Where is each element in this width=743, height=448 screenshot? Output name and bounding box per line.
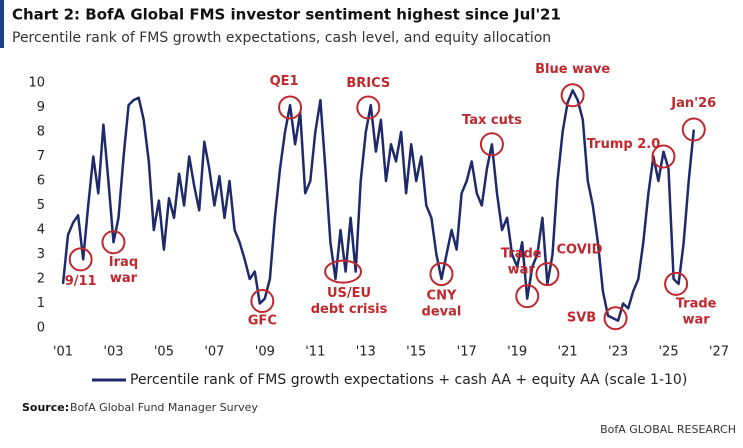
annotation-label: war: [508, 263, 536, 278]
annotation-circle: [101, 230, 126, 255]
x-tick-label: '27: [709, 345, 729, 360]
annotation-circle: [324, 259, 363, 284]
x-tick-label: '25: [658, 345, 678, 360]
annotation-label: Blue wave: [535, 62, 610, 77]
x-tick-label: '05: [154, 345, 174, 360]
annotation-circle: [479, 132, 504, 157]
annotation-label: Trade: [676, 296, 717, 311]
y-tick-label: 10: [28, 76, 45, 91]
y-tick-label: 2: [37, 272, 45, 287]
x-tick-label: '23: [608, 345, 628, 360]
annotation-label: war: [683, 312, 711, 327]
brand: BofA GLOBAL RESEARCH: [600, 423, 736, 436]
annotation-label: Tax cuts: [462, 113, 522, 128]
annotation-circle: [603, 306, 628, 331]
x-tick-label: '17: [457, 345, 477, 360]
y-tick-label: 7: [37, 149, 45, 164]
x-tick-label: '01: [53, 345, 73, 360]
annotation-label: debt crisis: [311, 302, 388, 317]
y-tick-label: 3: [37, 247, 45, 262]
annotation-circle: [535, 262, 560, 287]
x-tick-label: '11: [305, 345, 325, 360]
chart-subtitle: Percentile rank of FMS growth expectatio…: [12, 30, 551, 46]
x-tick-label: '03: [103, 345, 123, 360]
annotation-circle: [515, 284, 540, 309]
x-tick-label: '13: [356, 345, 376, 360]
annotation-circle: [68, 247, 93, 272]
annotation-label: GFC: [248, 314, 277, 329]
x-tick-label: '15: [406, 345, 426, 360]
annotation-label: war: [110, 271, 138, 286]
annotation-circle: [250, 289, 275, 314]
x-tick-label: '19: [507, 345, 527, 360]
y-tick-label: 8: [37, 125, 45, 140]
annotation-circle: [681, 117, 706, 142]
annotation-circle: [560, 83, 585, 108]
annotation-label: Trade: [501, 247, 542, 262]
annotation-circle: [278, 95, 303, 120]
annotation-circle: [356, 95, 381, 120]
source-label: Source:: [22, 401, 69, 414]
x-tick-label: '09: [255, 345, 275, 360]
annotation-circle: [664, 271, 689, 296]
annotation-label: US/EU: [327, 286, 371, 301]
x-tick-label: '21: [558, 345, 578, 360]
title-accent: [0, 0, 4, 48]
annotation-label: SVB: [567, 311, 596, 326]
y-tick-label: 4: [37, 223, 45, 238]
series-line: [61, 89, 696, 322]
chart-title: Chart 2: BofA Global FMS investor sentim…: [12, 6, 561, 24]
x-tick-label: '07: [204, 345, 224, 360]
annotation-label: QE1: [270, 74, 299, 89]
annotation-label: CNY: [427, 289, 457, 304]
y-tick-label: 6: [37, 174, 45, 189]
annotation-label: COVID: [556, 243, 602, 258]
annotation-label: deval: [422, 305, 462, 320]
legend-label: Percentile rank of FMS growth expectatio…: [130, 372, 687, 388]
annotation-label: Trump 2.0: [587, 137, 661, 152]
annotation-label: BRICS: [346, 76, 390, 91]
annotation-circle: [429, 262, 454, 287]
y-tick-label: 5: [37, 198, 45, 213]
annotation-circle: [651, 144, 676, 169]
y-tick-label: 9: [37, 100, 45, 115]
annotation-label: 9/11: [65, 274, 97, 289]
annotation-label: Iraq: [109, 255, 138, 270]
y-tick-label: 0: [37, 321, 45, 336]
annotation-label: Jan'26: [670, 96, 716, 111]
y-tick-label: 1: [37, 296, 45, 311]
source: BofA Global Fund Manager Survey: [70, 401, 258, 414]
